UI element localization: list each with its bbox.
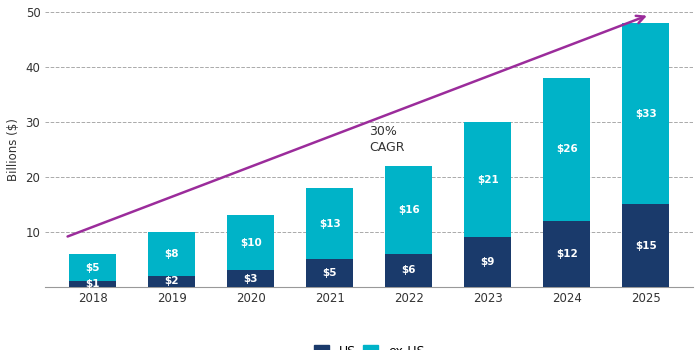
Text: $21: $21 [477,175,498,185]
Bar [148,232,195,276]
Bar [464,122,512,238]
Bar [543,78,590,221]
Text: $15: $15 [635,241,657,251]
Text: 30%
CAGR: 30% CAGR [369,125,405,154]
Bar [306,188,354,259]
Bar [69,254,116,281]
Bar [148,276,195,287]
Bar [306,259,354,287]
Bar [543,221,590,287]
Bar [227,271,274,287]
Bar [385,254,433,287]
Text: $5: $5 [323,268,337,278]
Text: $10: $10 [240,238,262,248]
Text: $1: $1 [85,279,100,289]
Text: $16: $16 [398,205,419,215]
Text: $8: $8 [164,249,179,259]
Text: $2: $2 [164,276,179,287]
Text: $6: $6 [401,266,416,275]
Text: $26: $26 [556,145,578,154]
Text: $5: $5 [85,263,100,273]
Bar [622,23,669,204]
Bar [385,166,433,254]
Bar [69,281,116,287]
Legend: US, ex-US: US, ex-US [314,345,425,350]
Bar [227,216,274,271]
Text: $33: $33 [635,109,657,119]
Text: $12: $12 [556,249,578,259]
Text: $13: $13 [318,219,340,229]
Bar [622,204,669,287]
Text: $3: $3 [244,274,258,284]
Bar [464,238,512,287]
Y-axis label: Billions ($): Billions ($) [7,118,20,181]
Text: $9: $9 [480,257,495,267]
